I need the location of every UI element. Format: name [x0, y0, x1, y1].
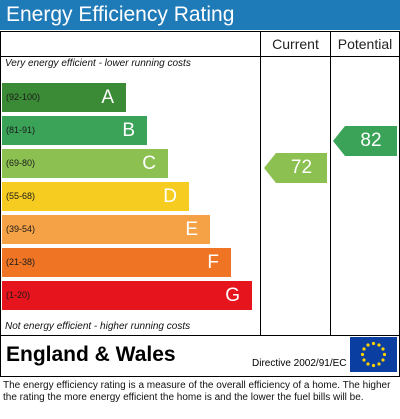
column-divider-current	[260, 31, 261, 335]
note-bottom: Not energy efficient - higher running co…	[5, 321, 191, 332]
column-divider-potential	[330, 31, 331, 335]
band-c: (69-80) C	[2, 149, 168, 178]
band-a: (92-100) A	[2, 83, 126, 112]
band-e: (39-54) E	[2, 215, 210, 244]
band-letter: C	[142, 153, 156, 174]
title-bar: Energy Efficiency Rating	[0, 0, 400, 30]
band-range: (21-38)	[6, 257, 36, 267]
region-label: England & Wales	[6, 343, 176, 366]
potential-rating-value: 82	[360, 130, 382, 151]
directive-label: Directive 2002/91/EC	[252, 358, 347, 369]
band-d: (55-68) D	[2, 182, 189, 211]
band-range: (81-91)	[6, 125, 36, 135]
column-header-current: Current	[272, 36, 319, 52]
band-range: (69-80)	[6, 158, 36, 168]
band-range: (39-54)	[6, 224, 36, 234]
eu-stars	[360, 341, 387, 368]
header-divider	[0, 56, 400, 57]
band-letter: G	[225, 285, 240, 306]
band-letter: E	[185, 219, 198, 240]
band-letter: F	[207, 252, 219, 273]
band-range: (55-68)	[6, 191, 36, 201]
current-rating-value: 72	[290, 157, 313, 178]
band-f: (21-38) F	[2, 248, 231, 277]
column-header-potential: Potential	[337, 36, 393, 52]
band-letter: A	[101, 87, 114, 108]
band-b: (81-91) B	[2, 116, 147, 145]
band-g: (1-20) G	[2, 281, 252, 310]
current-rating-arrow: 72	[264, 153, 327, 183]
potential-rating-arrow: 82	[333, 126, 397, 156]
footer-explanation: The energy efficiency rating is a measur…	[3, 380, 391, 403]
band-range: (1-20)	[6, 290, 31, 300]
note-top: Very energy efficient - lower running co…	[5, 58, 191, 69]
band-letter: D	[163, 186, 177, 207]
eu-flag-icon	[350, 337, 397, 372]
potential-arrow-shape	[333, 126, 397, 156]
band-letter: B	[122, 120, 135, 141]
chart-title: Energy Efficiency Rating	[6, 3, 235, 26]
band-range: (92-100)	[6, 92, 41, 102]
current-arrow-shape	[264, 153, 327, 183]
